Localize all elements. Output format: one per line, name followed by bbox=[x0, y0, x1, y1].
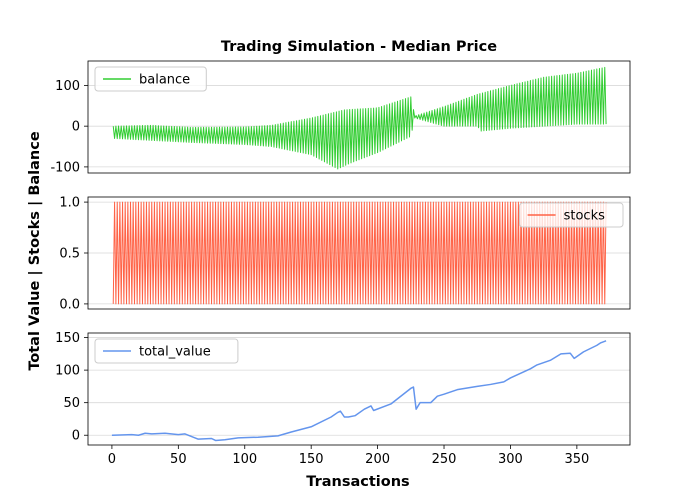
legend-box bbox=[519, 202, 624, 228]
y-tick-label: 50 bbox=[63, 396, 80, 411]
panel-stocks: 0.0 0.5 1.0 stocks bbox=[59, 196, 631, 312]
panel-frame bbox=[87, 196, 631, 310]
panel-frame bbox=[87, 332, 631, 446]
legend-stocks: stocks bbox=[519, 202, 624, 228]
panel-balance: -100 0 100 balance bbox=[50, 60, 631, 175]
legend-box bbox=[94, 66, 207, 92]
y-tick-label: -100 bbox=[50, 160, 80, 175]
y-axis-label: Total Value | Stocks | Balance bbox=[27, 131, 43, 371]
x-tick-label: 0 bbox=[108, 452, 116, 467]
y-tick-label: 150 bbox=[55, 331, 80, 346]
y-tick-label: 0.5 bbox=[59, 247, 80, 262]
x-tick-label: 350 bbox=[564, 452, 589, 467]
y-tick-label: 100 bbox=[55, 79, 80, 94]
panel-total_value: 0 50 100 150 0 50 100 150 200 250 300 350 total_valu… bbox=[55, 331, 631, 467]
series-line-balance bbox=[112, 66, 607, 170]
panel-frame bbox=[87, 60, 631, 174]
y-tick-label: 0 bbox=[72, 120, 80, 135]
legend-balance: balance bbox=[94, 66, 207, 92]
series-line-total_value bbox=[111, 340, 607, 442]
y-tick-label: 100 bbox=[55, 364, 80, 379]
y-tick-label: 0 bbox=[72, 429, 80, 444]
legend-label: balance bbox=[139, 73, 190, 88]
x-tick-label: 150 bbox=[299, 452, 324, 467]
legend-label: stocks bbox=[564, 209, 605, 224]
x-tick-label: 50 bbox=[170, 452, 187, 467]
legend-label: total_value bbox=[139, 345, 211, 360]
x-tick-label: 250 bbox=[432, 452, 457, 467]
x-tick-label: 100 bbox=[232, 452, 257, 467]
x-axis-label: Transactions bbox=[306, 474, 409, 490]
x-tick-label: 300 bbox=[498, 452, 523, 467]
chart-title: Trading Simulation - Median Price bbox=[221, 39, 497, 55]
x-tick-label: 200 bbox=[365, 452, 390, 467]
y-tick-label: 1.0 bbox=[59, 196, 80, 211]
legend-box bbox=[94, 338, 239, 364]
y-tick-label: 0.0 bbox=[59, 297, 80, 312]
legend-total_value: total_value bbox=[94, 338, 239, 364]
